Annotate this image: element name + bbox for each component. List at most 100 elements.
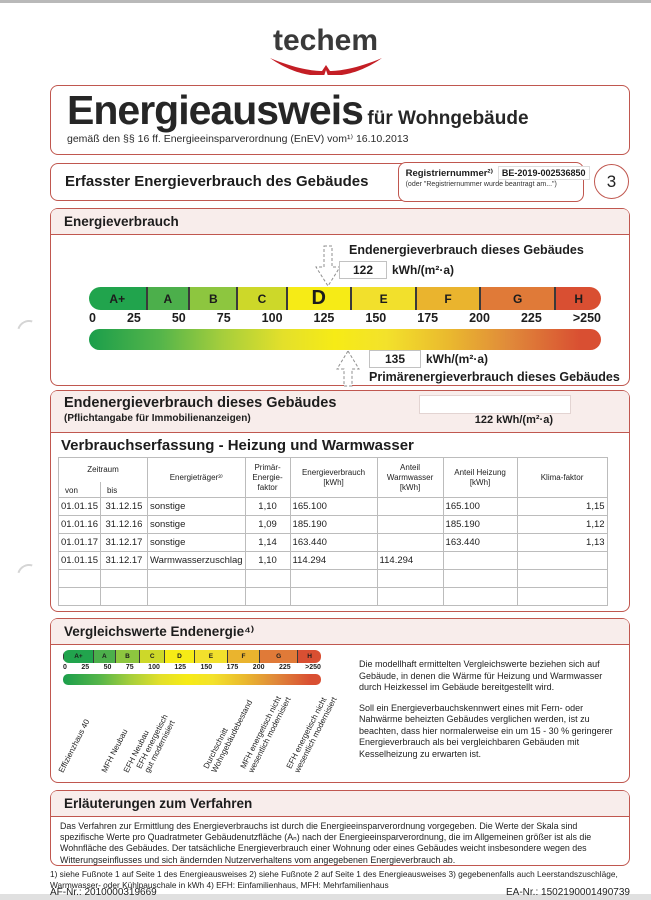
comparison-label: Effizienzhaus 40 [56,717,92,774]
page-number: 3 [606,171,617,191]
table-cell [289,587,378,606]
table-cell: 163.440 [442,533,518,552]
table-cell: 01.01.16 [58,515,101,534]
tick-label: 225 [278,664,291,671]
table-cell: 1,14 [244,533,291,552]
tick-label: 0 [63,664,67,671]
table-cell: 31.12.15 [99,497,148,516]
footnotes: 1) siehe Fußnote 1 auf Seite 1 des Energ… [50,869,618,890]
table-cell [442,551,518,570]
table-cell: sonstige [146,497,246,516]
col-header-energietraeger: Energieträger³⁾ [146,457,246,498]
tick-label: 75 [216,311,231,325]
table-cell [516,551,608,570]
tick-label: 175 [226,664,239,671]
section-heading: Erläuterungen zum Verfahren [51,791,629,817]
col-header-primaerfaktor: Primär-Energie-faktor [244,457,291,498]
comparison-rating-scale: A+ A B C D E F G H [63,650,321,663]
table-row [58,569,608,588]
table-cell [376,587,444,606]
table-title: Verbrauchserfassung - Heizung und Warmwa… [61,437,414,454]
col-header-bis: bis [99,481,148,498]
end-energy-label: Endenergieverbrauch dieses Gebäudes [349,243,584,257]
tick-label: 225 [520,311,542,325]
primary-energy-value: 135 [369,350,421,368]
table-cell [146,569,246,588]
scale-segment: C [236,287,286,310]
col-header-von: von [58,481,101,498]
table-cell [442,569,518,588]
table-cell [376,533,444,552]
table-cell: 114.294 [376,551,444,570]
scale-segment: F [226,650,260,663]
title-box: Energieausweis für Wohngebäude gemäß den… [50,85,630,155]
techem-logo-text: techem [272,24,379,57]
tick-label: 25 [126,311,141,325]
tick-label: 175 [417,311,439,325]
scale-segment: A+ [89,287,146,310]
table-cell: 165.100 [442,497,518,516]
table-cell: 01.01.15 [58,551,101,570]
table-row: 01.01.15 31.12.17 Warmwasserzuschlag 1,1… [58,551,608,570]
scale-tick-labels: 0 25 50 75 100 125 150 175 200 225 >250 [89,311,601,325]
tick-label: 150 [365,311,387,325]
scale-segment: D [164,650,194,663]
scale-segment: A [145,287,189,310]
band-subtitle: (Pflichtangabe für Immobilienanzeigen) [64,413,251,424]
band-title: Endenergieverbrauch dieses Gebäudes [64,395,337,411]
scale-segment: B [114,650,140,663]
registration-number-label: Registriernummer²⁾ [405,167,493,179]
col-header-klimafaktor: Klima-faktor [516,457,608,498]
end-energy-value-row: 122 kWh/(m²·a) [339,261,454,279]
table-cell: 31.12.17 [99,533,148,552]
consumption-recording-section: Endenergieverbrauch dieses Gebäudes (Pfl… [50,390,630,612]
consumption-table: Zeitraum Energieträger³⁾ Primär-Energie-… [58,457,608,606]
register-box: Erfasster Energieverbrauch des Gebäudes … [50,162,590,202]
table-cell [376,497,444,516]
method-explanation-section: Erläuterungen zum Verfahren Das Verfahre… [50,790,630,866]
scale-segment: F [415,287,479,310]
table-cell: 1,09 [244,515,291,534]
table-cell [289,569,378,588]
energy-rating-scale: A+ A B C D E F G H [89,287,601,310]
tick-label: >250 [305,664,321,671]
scale-segment: H [297,650,321,663]
table-row: 01.01.15 31.12.15 sonstige 1,10 165.100 … [58,497,608,516]
primary-energy-value-row: 135 kWh/(m²·a) [369,350,488,368]
tick-label: 125 [313,311,335,325]
band-value: 122 kWh/(m²·a) [474,414,553,426]
section-heading: Energieverbrauch [51,209,629,235]
primary-energy-label: Primärenergieverbrauch dieses Gebäudes [369,370,620,384]
page-top-edge [0,0,651,3]
col-header-anteil-heizung: Anteil Heizung [kWh] [442,457,518,498]
table-cell [99,587,148,606]
energy-gradient-bar [89,329,601,350]
comparison-gradient-bar [63,674,321,685]
table-cell: 31.12.16 [99,515,148,534]
scale-segment: E [193,650,227,663]
title-line: Energieausweis für Wohngebäude [67,88,629,132]
scale-segment: G [478,287,555,310]
table-cell: 01.01.15 [58,497,101,516]
scale-segment: B [188,287,237,310]
table-row [58,587,608,606]
reference-numbers-row: AF-Nr.: 2010000319669 EA-Nr.: 1502190001… [50,887,630,898]
table-cell: 163.440 [289,533,378,552]
document-subtitle: gemäß den §§ 16 ff. Energieeinsparverord… [67,133,409,145]
table-cell: 185.190 [442,515,518,534]
document-title: Energieausweis [67,87,364,133]
method-explanation-text: Das Verfahren zur Ermittlung des Energie… [60,821,592,865]
tick-label: 200 [469,311,490,325]
section-heading: Vergleichswerte Endenergie⁴⁾ [51,619,629,645]
col-header-anteil-warmwasser: Anteil Warmwasser [kWh] [376,457,444,498]
scale-segment-current: D [285,287,350,310]
table-cell [442,587,518,606]
paragraph: Die modellhaft ermittelten Vergleichswer… [359,659,603,693]
tick-label: 200 [252,664,265,671]
comparison-tick-labels: 0 25 50 75 100 125 150 175 200 225 >250 [63,664,321,671]
registration-number-box: Registriernummer²⁾ BE-2019-002536850 (od… [397,162,590,202]
table-cell: Warmwasserzuschlag [146,551,246,570]
table-cell [99,569,148,588]
punch-hole [12,315,46,349]
table-cell: sonstige [146,515,246,534]
